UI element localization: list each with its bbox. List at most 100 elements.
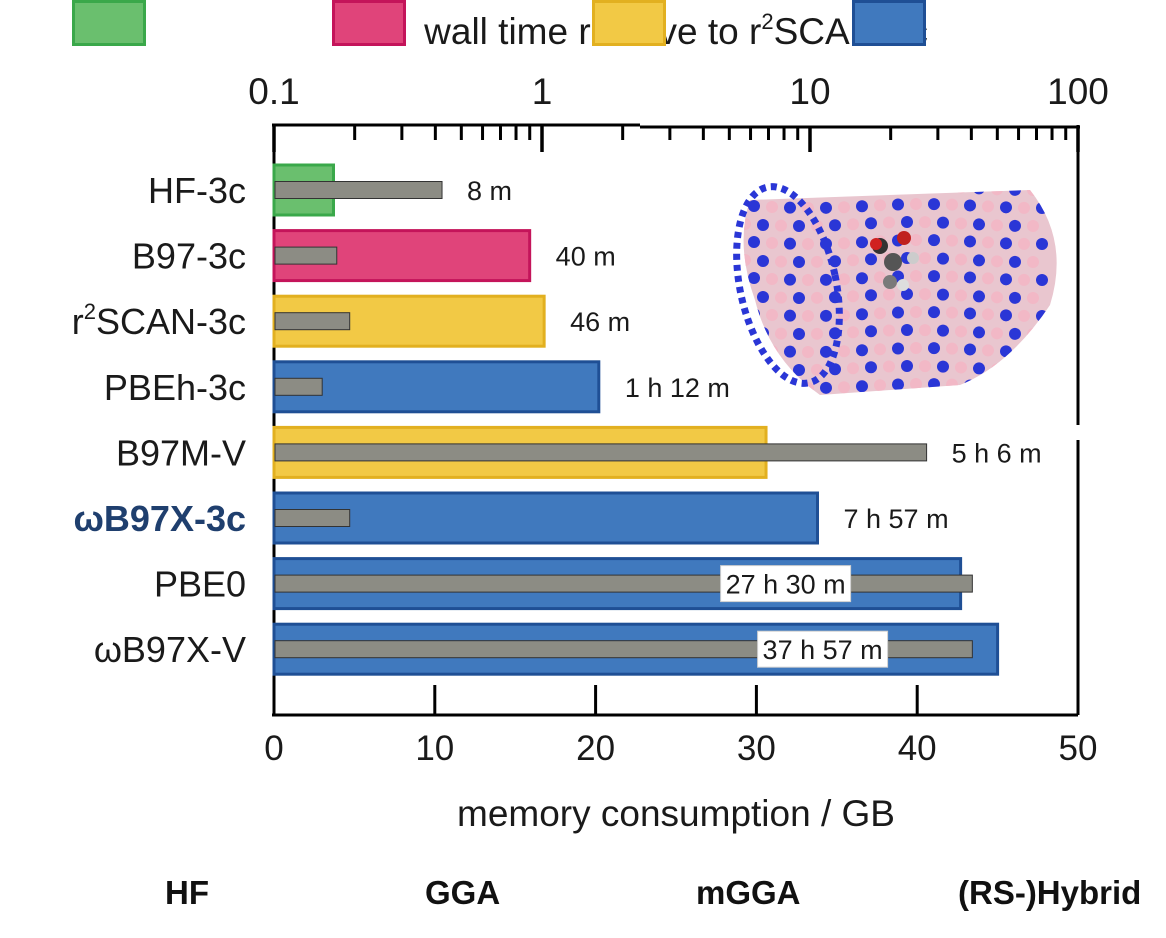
tube-atom: [910, 270, 922, 283]
time-label-box-6: [720, 565, 852, 603]
tube-atom: [982, 380, 994, 393]
tube-atom: [1009, 291, 1021, 304]
legend-swatch-gga: [332, 0, 406, 46]
tube-atom: [910, 198, 922, 211]
tube-atom: [1000, 381, 1012, 394]
tube-atom: [901, 216, 913, 229]
time-label-1: 40 m: [556, 242, 616, 272]
tube-atom: [1036, 381, 1048, 394]
tube-atom: [838, 381, 850, 394]
method-label-3: PBEh-3c: [104, 367, 246, 408]
tube-atom: [901, 324, 913, 337]
tube-atom: [883, 216, 895, 229]
tube-atom: [838, 201, 850, 214]
tube-atom: [892, 378, 904, 391]
method-label-6: PBE0: [154, 564, 246, 605]
top-tick-label-3: 100: [1047, 71, 1109, 112]
bottom-tick-label-4: 40: [898, 729, 937, 768]
tube-atom: [973, 218, 985, 231]
top-tick-label-0: 0.1: [248, 71, 299, 112]
tube-atom: [865, 325, 877, 338]
tube-atom: [919, 288, 931, 301]
tube-atom: [982, 236, 994, 249]
tube-atom: [766, 380, 778, 393]
tube-atom: [1000, 273, 1012, 286]
tube-atom: [766, 272, 778, 285]
tube-atom: [757, 218, 769, 231]
tube-atom: [748, 344, 760, 356]
tube-atom: [838, 237, 850, 250]
time-bar-1: [274, 246, 338, 265]
time-label-3: 1 h 12 m: [625, 373, 730, 403]
plot-frame: [272, 123, 1080, 717]
tube-atom: [766, 200, 778, 213]
tube-atom: [1000, 309, 1012, 322]
tube-atom: [1009, 363, 1021, 376]
tube-atom: [946, 306, 958, 319]
tube-atom: [883, 288, 895, 301]
tube-atom: [793, 327, 805, 340]
tube-atom: [1009, 255, 1021, 268]
tube-atom: [775, 219, 787, 232]
bottom-tick-label-2: 20: [576, 729, 615, 768]
method-label-4: B97M-V: [116, 432, 246, 473]
tube-atom: [973, 326, 985, 339]
tube-atom: [784, 201, 796, 214]
method-label-0: HF-3c: [148, 170, 246, 211]
tube-atom: [1000, 237, 1012, 250]
tube-atom: [748, 272, 760, 284]
tube-atom: [1036, 273, 1048, 286]
tube-atom: [802, 345, 814, 358]
tube-atom: [946, 198, 958, 211]
bottom-tick-label-3: 30: [737, 729, 776, 768]
tube-atom: [910, 342, 922, 355]
tube-atom: [955, 289, 967, 302]
tube-atom: [874, 271, 886, 284]
tube-atom: [1009, 219, 1021, 232]
tube-atom: [883, 360, 895, 373]
tube-atom: [847, 362, 859, 375]
memory-bar-3: [272, 360, 601, 414]
tube-atom: [919, 190, 931, 193]
tube-atom: [901, 190, 913, 193]
tube-atom: [793, 255, 805, 268]
tube-atom: [946, 342, 958, 355]
method-label-5: ωB97X-3c: [74, 498, 247, 539]
tube-atom: [955, 217, 967, 230]
tube-atom: [937, 190, 949, 193]
tube-atom: [784, 273, 796, 286]
tube-atom: [847, 290, 859, 303]
tube-atom: [784, 309, 796, 322]
tube-atom: [1018, 237, 1030, 250]
tube-atom: [991, 255, 1003, 268]
memory-bar-5: [272, 491, 820, 545]
tube-atom: [743, 218, 751, 230]
tube-atom: [982, 344, 994, 357]
tube-atom: [874, 307, 886, 320]
time-label-5: 7 h 57 m: [844, 504, 949, 534]
tube-atom: [883, 324, 895, 337]
tube-atom: [847, 190, 859, 195]
tube-atom: [991, 291, 1003, 304]
tube-atom: [1018, 381, 1030, 394]
tube-atom: [856, 308, 868, 321]
tube-atom: [1027, 327, 1039, 340]
bottom-tick-label-5: 50: [1059, 729, 1098, 768]
tube-atom: [793, 291, 805, 304]
tube-atom: [793, 363, 805, 376]
method-label-2: r2SCAN-3c: [72, 299, 246, 342]
tube-atom: [928, 234, 940, 247]
legend-label-hf: HF: [165, 874, 209, 911]
tube-atom: [1027, 190, 1039, 196]
legend-swatch-mgga: [592, 0, 666, 46]
tube-atom: [892, 306, 904, 319]
tube-atom: [743, 254, 751, 266]
bottom-tick-labels: 0 10 20 30 40 50: [264, 729, 1097, 768]
tube-atom: [766, 344, 778, 357]
tube-atom: [937, 216, 949, 229]
time-bar-6: [274, 574, 973, 593]
tube-atom: [1018, 345, 1030, 358]
time-bar-3: [274, 377, 323, 396]
tube-atom: [982, 308, 994, 321]
